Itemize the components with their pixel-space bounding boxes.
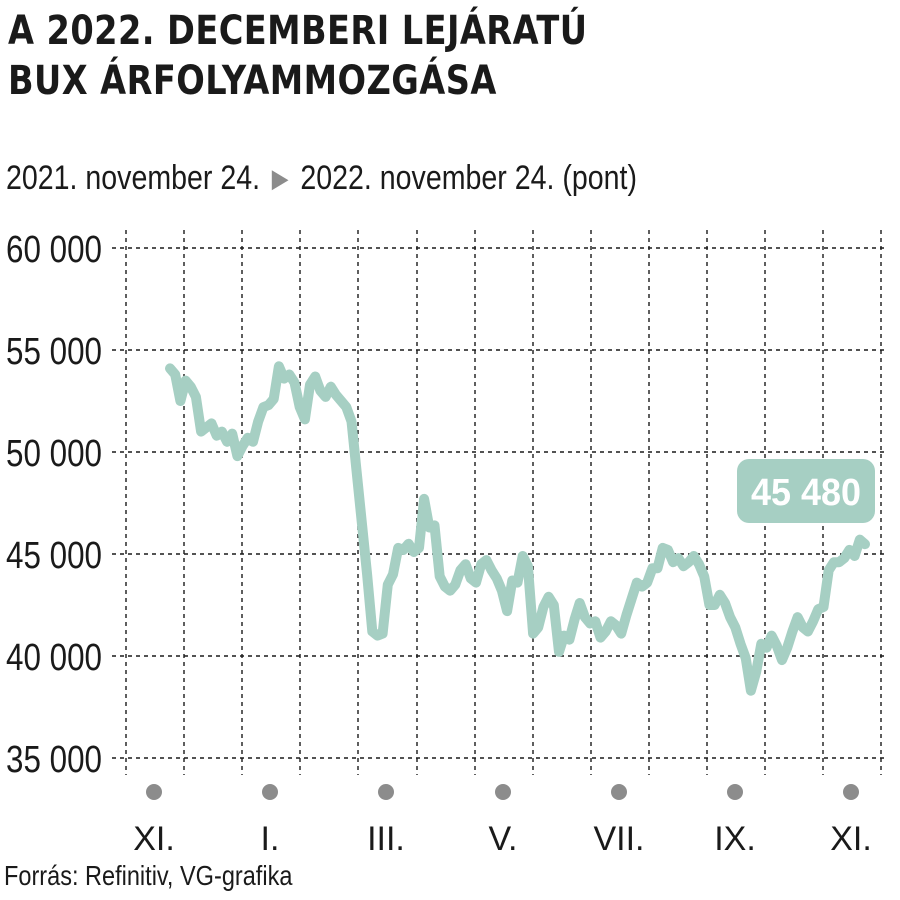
y-tick-label: 60 000 <box>6 229 102 271</box>
bux-series-line <box>165 361 870 696</box>
period-end: 2022. november 24. (pont) <box>300 159 637 197</box>
x-tick-dot <box>611 784 627 800</box>
chart-title: A 2022. DECEMBERI LEJÁRATÚ BUX ÁRFOLYAMM… <box>8 6 587 106</box>
last-value-text: 45 480 <box>751 472 861 514</box>
x-tick-dot <box>146 784 162 800</box>
x-tick-label: VII. <box>593 820 644 858</box>
triangle-right-icon: ▶ <box>271 163 289 193</box>
y-tick-label: 35 000 <box>6 739 102 781</box>
x-tick-label: III. <box>367 820 405 858</box>
source-note: Forrás: Refinitiv, VG-grafika <box>4 860 293 891</box>
x-tick-label: XI. <box>133 820 175 858</box>
y-tick-label: 40 000 <box>6 637 102 679</box>
x-tick-label: IX. <box>714 820 756 858</box>
y-tick-label: 50 000 <box>6 433 102 475</box>
period-start: 2021. november 24. <box>6 159 261 197</box>
x-tick-dot <box>843 784 859 800</box>
last-value-label: 45 480 <box>737 459 875 523</box>
x-tick-dot <box>495 784 511 800</box>
last-value-box <box>737 459 875 523</box>
x-tick-label: V. <box>488 820 517 858</box>
x-tick-dot <box>378 784 394 800</box>
title-line-1: A 2022. DECEMBERI LEJÁRATÚ <box>8 8 588 54</box>
x-tick-label: XI. <box>830 820 872 858</box>
y-tick-label: 45 000 <box>6 535 102 577</box>
title-line-2: BUX ÁRFOLYAMMOZGÁSA <box>8 58 497 104</box>
x-tick-dot <box>262 784 278 800</box>
chart-subtitle: 2021. november 24. ▶ 2022. november 24. (p… <box>6 156 637 200</box>
x-tick-dot <box>727 784 743 800</box>
y-tick-label: 55 000 <box>6 331 102 373</box>
x-tick-label: I. <box>261 820 280 858</box>
